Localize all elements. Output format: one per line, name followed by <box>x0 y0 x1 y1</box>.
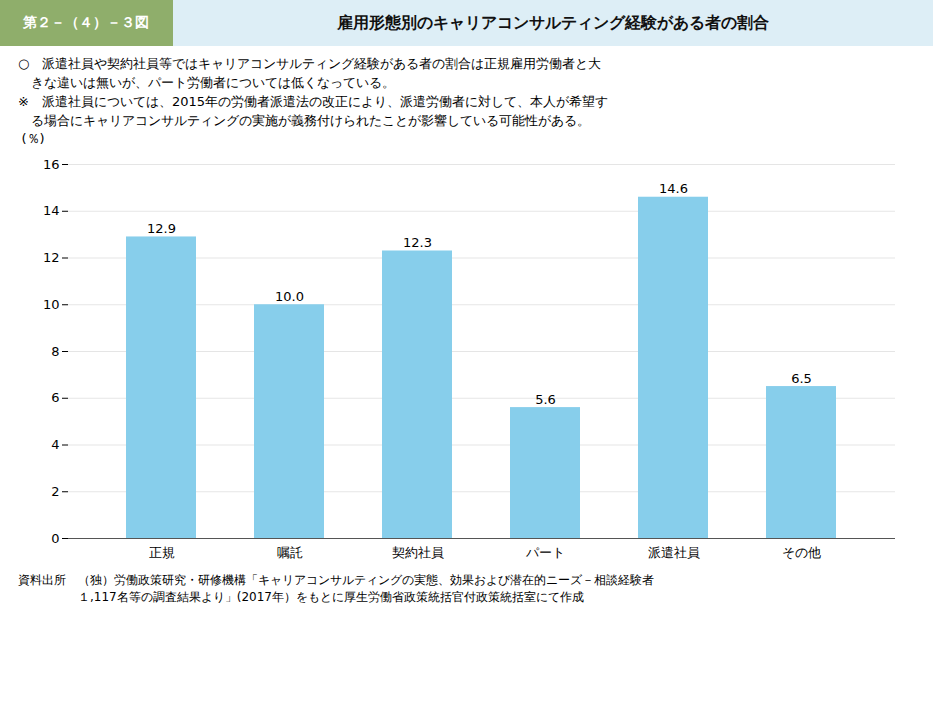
html-text:雇用形態別のキャリアコンサルティング経験がある者の割合: 雇用形態別のキャリアコンサルティング経験がある者の割合 <box>336 12 769 32</box>
svg-text:6: 6 <box>51 390 59 405</box>
svg-text:(％): (％) <box>22 131 45 146</box>
svg-text:パート: パート <box>525 545 565 560</box>
svg-text:14.6: 14.6 <box>659 181 688 196</box>
svg-text:2: 2 <box>51 484 59 499</box>
svg-text:12.3: 12.3 <box>403 235 432 250</box>
svg-text:派遣社員: 派遣社員 <box>648 545 700 560</box>
svg-text:12: 12 <box>43 250 60 265</box>
svg-text:契約社員: 契約社員 <box>392 545 444 560</box>
svg-text:正規: 正規 <box>149 545 175 560</box>
svg-text:14: 14 <box>43 203 60 218</box>
svg-text:0: 0 <box>51 531 59 546</box>
svg-text:10.0: 10.0 <box>275 289 304 304</box>
svg-text:嘱託: 嘱託 <box>277 545 303 560</box>
html-text:１,117名等の調査結果より」(2017年）をもとに厚生労働: １,117名等の調査結果より」(2017年）をもとに厚生労働省政策統括官付政策統… <box>18 590 584 604</box>
svg-text:4: 4 <box>51 437 59 452</box>
svg-text:その他: その他 <box>782 545 821 560</box>
svg-text:5.6: 5.6 <box>535 392 556 407</box>
html-text:る場合にキャリアコンサルティングの実施が義務付けられたことが: る場合にキャリアコンサルティングの実施が義務付けられたことが影響している可能性が… <box>18 113 590 128</box>
svg-text:8: 8 <box>51 344 59 359</box>
html-text:きな違いは無いが、パート労働者については低くなっている。: きな違いは無いが、パート労働者については低くなっている。 <box>18 75 395 90</box>
html-text:※ 派遣社員については、2015年の労働者派遣法の改正により: ※ 派遣社員については、2015年の労働者派遣法の改正により、派遣労働者に対して… <box>18 94 608 109</box>
svg-text:6.5: 6.5 <box>791 371 812 386</box>
svg-text:16: 16 <box>43 157 60 172</box>
html-text:第２－（４）－３図: 第２－（４）－３図 <box>23 14 150 30</box>
html-text:資料出所 （独）労働政策研究・研修機構「キャリアコンサルティ: 資料出所 （独）労働政策研究・研修機構「キャリアコンサルティングの実態、効果およ… <box>18 573 654 587</box>
svg-text:10: 10 <box>43 297 60 312</box>
svg-text:12.9: 12.9 <box>147 221 176 236</box>
html-text:○ 派遣社員や契約社員等ではキャリアコンサルティング経験があ: ○ 派遣社員や契約社員等ではキャリアコンサルティング経験がある者の割合は正規雇用… <box>18 56 602 71</box>
